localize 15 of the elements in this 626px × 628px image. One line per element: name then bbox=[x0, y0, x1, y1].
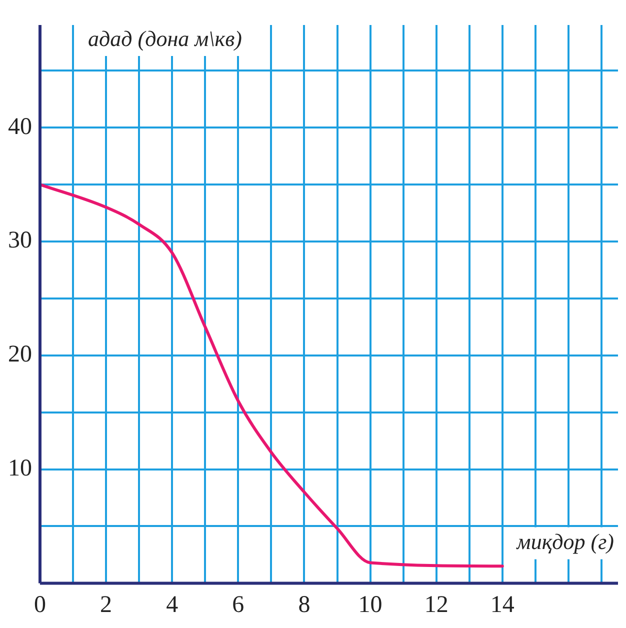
y-tick-label: 20 bbox=[8, 342, 32, 368]
x-tick-label: 14 bbox=[490, 592, 514, 618]
x-tick-label: 12 bbox=[424, 592, 448, 618]
x-tick-label: 8 bbox=[298, 592, 310, 618]
y-tick-label: 40 bbox=[8, 114, 32, 140]
line-series bbox=[40, 182, 504, 568]
x-tick-label: 6 bbox=[232, 592, 244, 618]
y-axis-title: адад (дона м\кв) bbox=[88, 26, 242, 51]
x-tick-label: 2 bbox=[100, 592, 112, 618]
x-tick-label: 10 bbox=[358, 592, 382, 618]
x-axis-title: миқдор (г) bbox=[516, 528, 614, 554]
x-tick-label: 0 bbox=[34, 592, 46, 618]
x-tick-label: 4 bbox=[166, 592, 178, 618]
y-tick-label: 30 bbox=[8, 228, 32, 254]
y-tick-label: 10 bbox=[8, 456, 32, 482]
